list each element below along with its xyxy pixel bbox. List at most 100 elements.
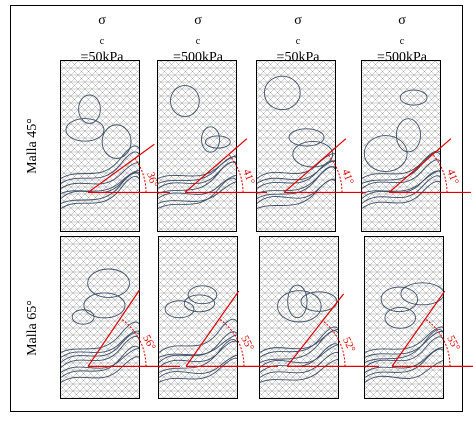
angle-inclined-line bbox=[388, 138, 452, 193]
contour-loop bbox=[287, 284, 308, 319]
contour-line bbox=[257, 178, 335, 204]
contour-line bbox=[61, 176, 139, 209]
angle-arc bbox=[432, 154, 448, 193]
contour-line bbox=[365, 336, 443, 368]
contour-loop bbox=[263, 75, 301, 111]
contour-line bbox=[365, 348, 443, 378]
angle-label: 55° bbox=[444, 334, 462, 353]
mesh-lines bbox=[365, 237, 443, 398]
contour-loop bbox=[187, 285, 218, 305]
mesh-drawing bbox=[257, 61, 335, 231]
angle-inclined-line bbox=[185, 290, 240, 367]
angle-arc bbox=[424, 318, 451, 367]
angle-label: 56° bbox=[140, 333, 158, 352]
angle-inclined-line bbox=[87, 289, 140, 367]
mesh-drawing bbox=[158, 61, 236, 231]
contour-line bbox=[158, 177, 236, 209]
contour-loop bbox=[204, 135, 231, 149]
figure-frame bbox=[10, 5, 463, 412]
angle-label: 55° bbox=[238, 334, 256, 353]
contour-loop bbox=[400, 282, 443, 306]
contour-line bbox=[159, 331, 237, 363]
contour-loop bbox=[101, 124, 132, 159]
contour-line bbox=[61, 348, 139, 373]
angle-arc bbox=[134, 158, 147, 193]
mesh-lines bbox=[61, 237, 139, 398]
contour-loop bbox=[277, 290, 322, 323]
mesh-drawing bbox=[365, 237, 443, 398]
angle-inclined-line bbox=[391, 290, 446, 367]
contour-line bbox=[159, 357, 237, 383]
angle-inclined-line bbox=[87, 143, 155, 193]
contour-loop bbox=[300, 291, 338, 312]
contour-line bbox=[61, 171, 139, 199]
contour-loop bbox=[87, 268, 130, 298]
mesh-panel-r1c2 bbox=[157, 60, 237, 232]
angle-inclined-line bbox=[286, 293, 345, 367]
angle-label: 41° bbox=[240, 168, 257, 187]
mesh-panel-r1c3 bbox=[256, 60, 336, 232]
contour-line bbox=[257, 179, 335, 209]
contour-line bbox=[61, 330, 139, 358]
contour-line bbox=[365, 347, 443, 373]
contour-line bbox=[365, 331, 443, 358]
angle-arc bbox=[327, 154, 343, 193]
contour-loop bbox=[363, 135, 408, 172]
contour-loop bbox=[201, 126, 220, 153]
contour-line bbox=[257, 153, 335, 179]
mesh-lines bbox=[260, 237, 338, 398]
contour-line bbox=[158, 161, 236, 194]
contour-line bbox=[61, 336, 139, 368]
contour-loop bbox=[380, 286, 419, 313]
contour-line bbox=[61, 332, 139, 363]
contour-line bbox=[159, 339, 237, 373]
contour-loop bbox=[183, 294, 216, 313]
contour-line bbox=[365, 329, 443, 363]
mesh-panel-r2c2 bbox=[158, 236, 238, 399]
angle-label: 36° bbox=[144, 170, 160, 188]
contour-line bbox=[260, 343, 338, 373]
mesh-lines bbox=[257, 61, 335, 231]
contour-line bbox=[61, 321, 139, 353]
mesh-panel-r1c4 bbox=[361, 60, 441, 232]
contour-line bbox=[362, 150, 440, 179]
angle-arc bbox=[120, 317, 147, 367]
contour-line bbox=[260, 344, 338, 368]
mesh-panel-r2c4 bbox=[364, 236, 444, 399]
contour-line bbox=[257, 160, 335, 189]
contour-line bbox=[365, 326, 443, 353]
mesh-lines bbox=[61, 61, 139, 231]
contour-line bbox=[362, 159, 440, 189]
contour-line bbox=[158, 174, 236, 199]
contour-line bbox=[362, 175, 440, 204]
mesh-panel-r2c1 bbox=[60, 236, 140, 399]
contour-loop bbox=[78, 94, 101, 124]
contour-loop bbox=[65, 118, 105, 142]
mesh-drawing bbox=[362, 61, 440, 231]
contour-line bbox=[260, 330, 338, 363]
contour-loop bbox=[384, 307, 416, 329]
mesh-drawing bbox=[260, 237, 338, 398]
mesh-lines bbox=[362, 61, 440, 231]
angle-arc bbox=[218, 318, 245, 367]
contour-line bbox=[365, 360, 443, 383]
contour-line bbox=[257, 166, 335, 199]
contour-line bbox=[158, 161, 236, 189]
mesh-drawing bbox=[61, 61, 139, 231]
contour-loop bbox=[71, 309, 95, 325]
contour-line bbox=[159, 334, 237, 358]
angle-inclined-line bbox=[283, 138, 347, 193]
contour-line bbox=[61, 356, 139, 383]
contour-line bbox=[61, 162, 139, 189]
contour-line bbox=[260, 326, 338, 358]
contour-line bbox=[362, 170, 440, 199]
contour-loop bbox=[288, 128, 325, 147]
contour-line bbox=[61, 345, 139, 378]
angle-inclined-line bbox=[184, 138, 248, 193]
contour-line bbox=[159, 318, 237, 353]
angle-arc bbox=[228, 154, 244, 193]
contour-line bbox=[158, 156, 236, 184]
angle-label: 41° bbox=[339, 168, 356, 187]
contour-line bbox=[260, 352, 338, 378]
